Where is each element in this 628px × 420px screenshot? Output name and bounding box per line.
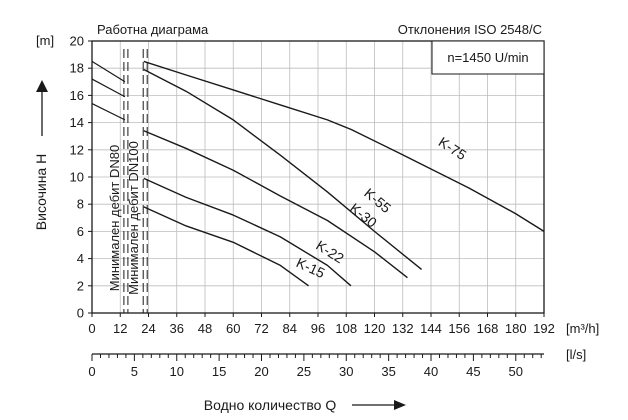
x-tick-label: 192 (533, 321, 555, 336)
y-tick-label: 16 (70, 88, 84, 103)
x-tick-label: 108 (335, 321, 357, 336)
x-tick-label: 48 (198, 321, 212, 336)
x2-tick-label: 25 (297, 364, 311, 379)
y-tick-label: 20 (70, 34, 84, 49)
curve-stub (91, 103, 126, 121)
x-tick-label: 60 (226, 321, 240, 336)
x-tick-label: 0 (88, 321, 95, 336)
x-tick-label: 36 (170, 321, 184, 336)
x2-tick-label: 50 (509, 364, 523, 379)
x2-tick-label: 40 (424, 364, 438, 379)
y-tick-label: 0 (77, 306, 84, 321)
x2-tick-label: 30 (339, 364, 353, 379)
y-tick-label: 14 (70, 115, 84, 130)
min-flow-label: Минимален дебит DN100 (126, 141, 141, 295)
y-axis-label: Височина H (33, 154, 49, 230)
y-tick-label: 12 (70, 142, 84, 157)
curve-stub (91, 78, 126, 98)
series-line (143, 177, 352, 287)
y-tick-label: 2 (77, 278, 84, 293)
series-line (143, 68, 423, 271)
min-flow-label: Минимален дебит DN80 (107, 145, 122, 292)
y-tick-label: 8 (77, 197, 84, 212)
series-line (143, 60, 545, 232)
annotation-box (431, 40, 545, 75)
x-axis-label: Водно количество Q (204, 397, 337, 413)
x2-tick-label: 20 (254, 364, 268, 379)
x-tick-label: 24 (141, 321, 155, 336)
x-tick-label: 168 (477, 321, 499, 336)
y-axis-arrow-head (36, 80, 48, 92)
y-unit: [m] (36, 33, 54, 48)
x-tick-label: 132 (392, 321, 414, 336)
x-tick-label: 72 (254, 321, 268, 336)
x-tick-label: 96 (311, 321, 325, 336)
x-axis-arrow-head (394, 400, 406, 410)
x-tick-label: 180 (505, 321, 527, 336)
x2-tick-label: 0 (88, 364, 95, 379)
chart-subtitle: Отклонения ISO 2548/C (398, 22, 542, 37)
y-tick-label: 10 (70, 170, 84, 185)
x-tick-label: 12 (113, 321, 127, 336)
x2-tick-label: 5 (131, 364, 138, 379)
x2-tick-label: 10 (170, 364, 184, 379)
x-tick-label: 156 (448, 321, 470, 336)
series-line (143, 206, 309, 287)
y-tick-label: 6 (77, 224, 84, 239)
series-layer (91, 49, 545, 313)
y-tick-label: 18 (70, 61, 84, 76)
chart-title: Работна диаграма (97, 22, 209, 37)
labels: Работна диаграма Отклонения ISO 2548/C n=1… (33, 22, 599, 413)
x-tick-label: 144 (420, 321, 442, 336)
x-unit-secondary: [l/s] (566, 347, 586, 362)
x2-tick-label: 15 (212, 364, 226, 379)
series-line (143, 130, 408, 279)
y-tick-label: 4 (77, 251, 84, 266)
grid (92, 41, 544, 313)
curve-stub (91, 60, 126, 83)
speed-annotation: n=1450 U/min (447, 50, 528, 65)
x-tick-label: 84 (283, 321, 297, 336)
x2-tick-label: 45 (466, 364, 480, 379)
x-tick-label: 120 (364, 321, 386, 336)
x-unit-primary: [m³/h] (566, 321, 599, 336)
x2-tick-label: 35 (381, 364, 395, 379)
series-label: K-75 (436, 134, 470, 164)
